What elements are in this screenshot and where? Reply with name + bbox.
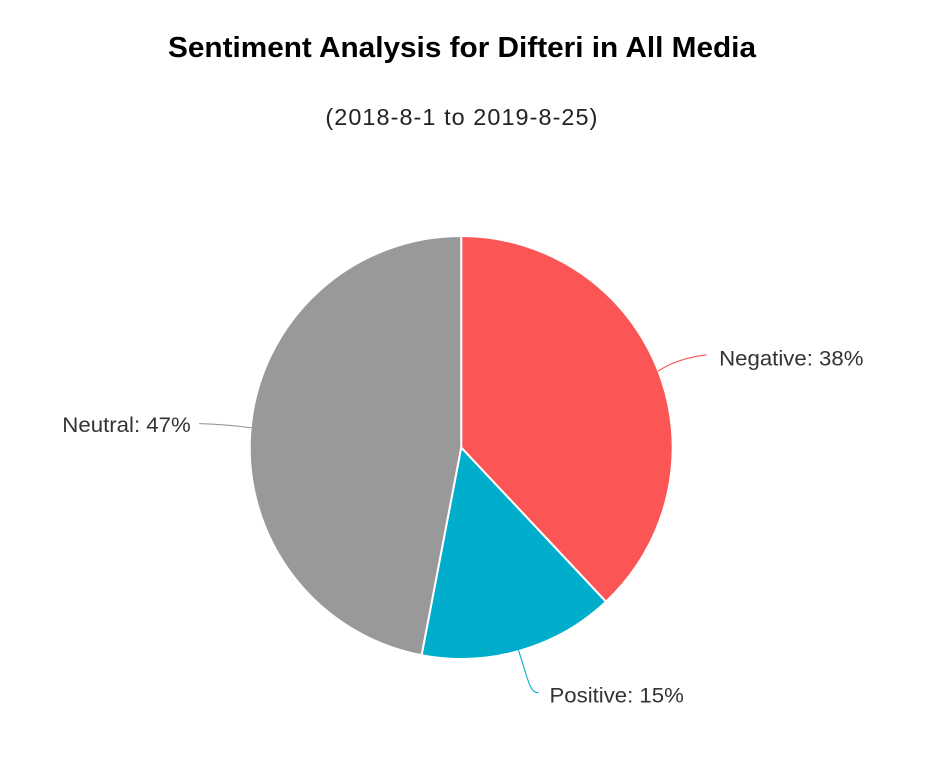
svg-text:Negative: 38%: Negative: 38%	[719, 345, 863, 370]
svg-text:Positive: 15%: Positive: 15%	[550, 682, 684, 707]
svg-text:Neutral: 47%: Neutral: 47%	[62, 412, 191, 437]
svg-text:Sentiment Analysis for Difteri: Sentiment Analysis for Difteri in All Me…	[168, 32, 757, 64]
svg-text:(2018-8-1 to 2019-8-25): (2018-8-1 to 2019-8-25)	[325, 104, 597, 130]
